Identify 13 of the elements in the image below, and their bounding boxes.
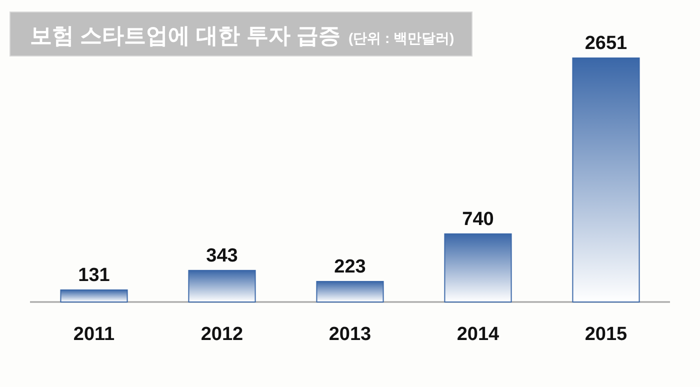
title: 보험 스타트업에 대한 투자 급증 (단위 : 백만달러): [10, 12, 472, 56]
chart-title: 보험 스타트업에 대한 투자 급증: [30, 23, 340, 48]
chart-subtitle: (단위 : 백만달러): [348, 30, 454, 46]
x-tick-label: 2015: [584, 324, 628, 345]
x-tick-label: 2013: [328, 324, 372, 345]
data-label: 131: [78, 264, 110, 286]
x-tick-label: 2012: [200, 324, 244, 345]
x-tick-label: 2014: [456, 324, 500, 345]
data-label: 740: [462, 208, 494, 230]
data-label: 343: [206, 245, 238, 266]
x-tick-label: 2011: [73, 324, 116, 345]
data-label: 223: [334, 256, 366, 278]
data-label: 2651: [584, 33, 628, 54]
